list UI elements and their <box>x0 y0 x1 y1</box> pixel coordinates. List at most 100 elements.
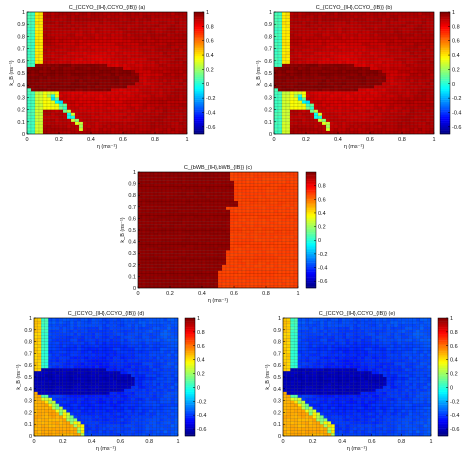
heatmap-cell <box>158 72 164 77</box>
heatmap-cell <box>269 282 275 286</box>
heatmap-cell <box>110 63 116 68</box>
heatmap-cell <box>118 124 124 129</box>
heatmap-cell <box>66 118 72 122</box>
heatmap-cell <box>205 253 211 257</box>
heatmap-cell <box>273 215 279 219</box>
heatmap-cell <box>409 109 415 113</box>
heatmap-cell <box>158 100 164 104</box>
heatmap-cell <box>273 69 279 74</box>
heatmap-cell <box>182 85 188 89</box>
heatmap-cell <box>277 253 283 257</box>
heatmap-cell <box>78 118 84 122</box>
heatmap-cell <box>285 279 291 283</box>
heatmap-cell <box>241 224 247 228</box>
heatmap-cell <box>273 11 279 16</box>
heatmap-cell <box>142 66 148 71</box>
heatmap-cell <box>193 177 199 181</box>
heatmap-cell <box>26 11 32 16</box>
heatmap-cell <box>162 121 168 126</box>
heatmap-cell <box>178 60 184 65</box>
heatmap-cell <box>201 238 207 242</box>
heatmap-cell <box>261 215 267 219</box>
heatmap-cell <box>413 69 419 74</box>
heatmap-cell <box>277 189 283 193</box>
heatmap-cell <box>253 203 259 207</box>
heatmap-cell <box>417 54 423 58</box>
heatmap-cell <box>281 192 287 196</box>
heatmap-cell <box>134 88 140 92</box>
heatmap-cell <box>373 24 379 28</box>
heatmap-cell <box>122 21 128 25</box>
colorbar-segment <box>194 118 204 121</box>
heatmap-cell <box>46 121 52 126</box>
heatmap-cell <box>62 124 68 129</box>
heatmap-cell <box>118 106 124 110</box>
heatmap-cell <box>361 27 367 31</box>
heatmap-cell <box>321 115 327 119</box>
heatmap-cell <box>38 112 44 116</box>
heatmap-cell <box>289 282 295 286</box>
heatmap-cell <box>389 39 395 43</box>
heatmap-cell <box>74 88 80 92</box>
heatmap-cell <box>365 112 371 116</box>
heatmap-cell <box>373 124 379 129</box>
heatmap-cell <box>373 51 379 55</box>
heatmap-cell <box>357 127 363 132</box>
heatmap-cell <box>181 200 187 205</box>
heatmap-cell <box>26 75 32 80</box>
heatmap-cell <box>149 221 155 225</box>
heatmap-cell <box>385 88 391 92</box>
heatmap-cell <box>245 284 251 289</box>
heatmap-cell <box>249 229 255 234</box>
heatmap-cell <box>38 27 44 31</box>
heatmap-cell <box>281 33 287 37</box>
heatmap-cell <box>257 267 263 271</box>
heatmap-cell <box>178 100 184 104</box>
heatmap-cell <box>289 39 295 43</box>
heatmap-cell <box>150 33 156 37</box>
heatmap-cell <box>241 209 247 213</box>
heatmap-cell <box>373 118 379 122</box>
heatmap-cell <box>165 255 171 260</box>
heatmap-cell <box>122 75 128 80</box>
heatmap-cell <box>110 27 116 31</box>
heatmap-cell <box>409 39 415 43</box>
heatmap-cell <box>149 200 155 205</box>
heatmap-cell <box>74 75 80 80</box>
heatmap-cell <box>70 51 76 55</box>
heatmap-cell <box>217 189 223 193</box>
heatmap-cell <box>429 57 435 61</box>
heatmap-cell <box>166 17 172 22</box>
colorbar-segment <box>440 50 450 53</box>
colorbar-segment <box>440 99 450 102</box>
heatmap-cell <box>142 118 148 122</box>
heatmap-cell <box>389 118 395 122</box>
heatmap-cell <box>417 48 423 52</box>
heatmap-cell <box>38 33 44 37</box>
heatmap-cell <box>301 57 307 61</box>
heatmap-cell <box>166 48 172 52</box>
heatmap-cell <box>150 75 156 80</box>
heatmap-cell <box>154 109 160 113</box>
heatmap-cell <box>345 63 351 68</box>
heatmap-cell <box>130 51 136 55</box>
heatmap-cell <box>425 91 431 95</box>
heatmap-cell <box>277 48 283 52</box>
heatmap-cell <box>50 72 56 77</box>
heatmap-cell <box>50 14 56 19</box>
heatmap-cell <box>317 91 323 95</box>
heatmap-cell <box>269 226 275 231</box>
heatmap-cell <box>201 250 207 254</box>
heatmap-cell <box>82 57 88 61</box>
heatmap-cell <box>301 97 307 101</box>
heatmap-cell <box>90 54 96 58</box>
heatmap-cell <box>78 24 84 28</box>
heatmap-cell <box>401 118 407 122</box>
heatmap-cell <box>409 24 415 28</box>
heatmap-cell <box>106 82 112 86</box>
heatmap-cell <box>157 177 163 181</box>
heatmap-cell <box>313 103 319 107</box>
heatmap-cell <box>389 45 395 49</box>
y-tick-label: 0.3 <box>17 95 25 101</box>
heatmap-cell <box>189 244 195 248</box>
